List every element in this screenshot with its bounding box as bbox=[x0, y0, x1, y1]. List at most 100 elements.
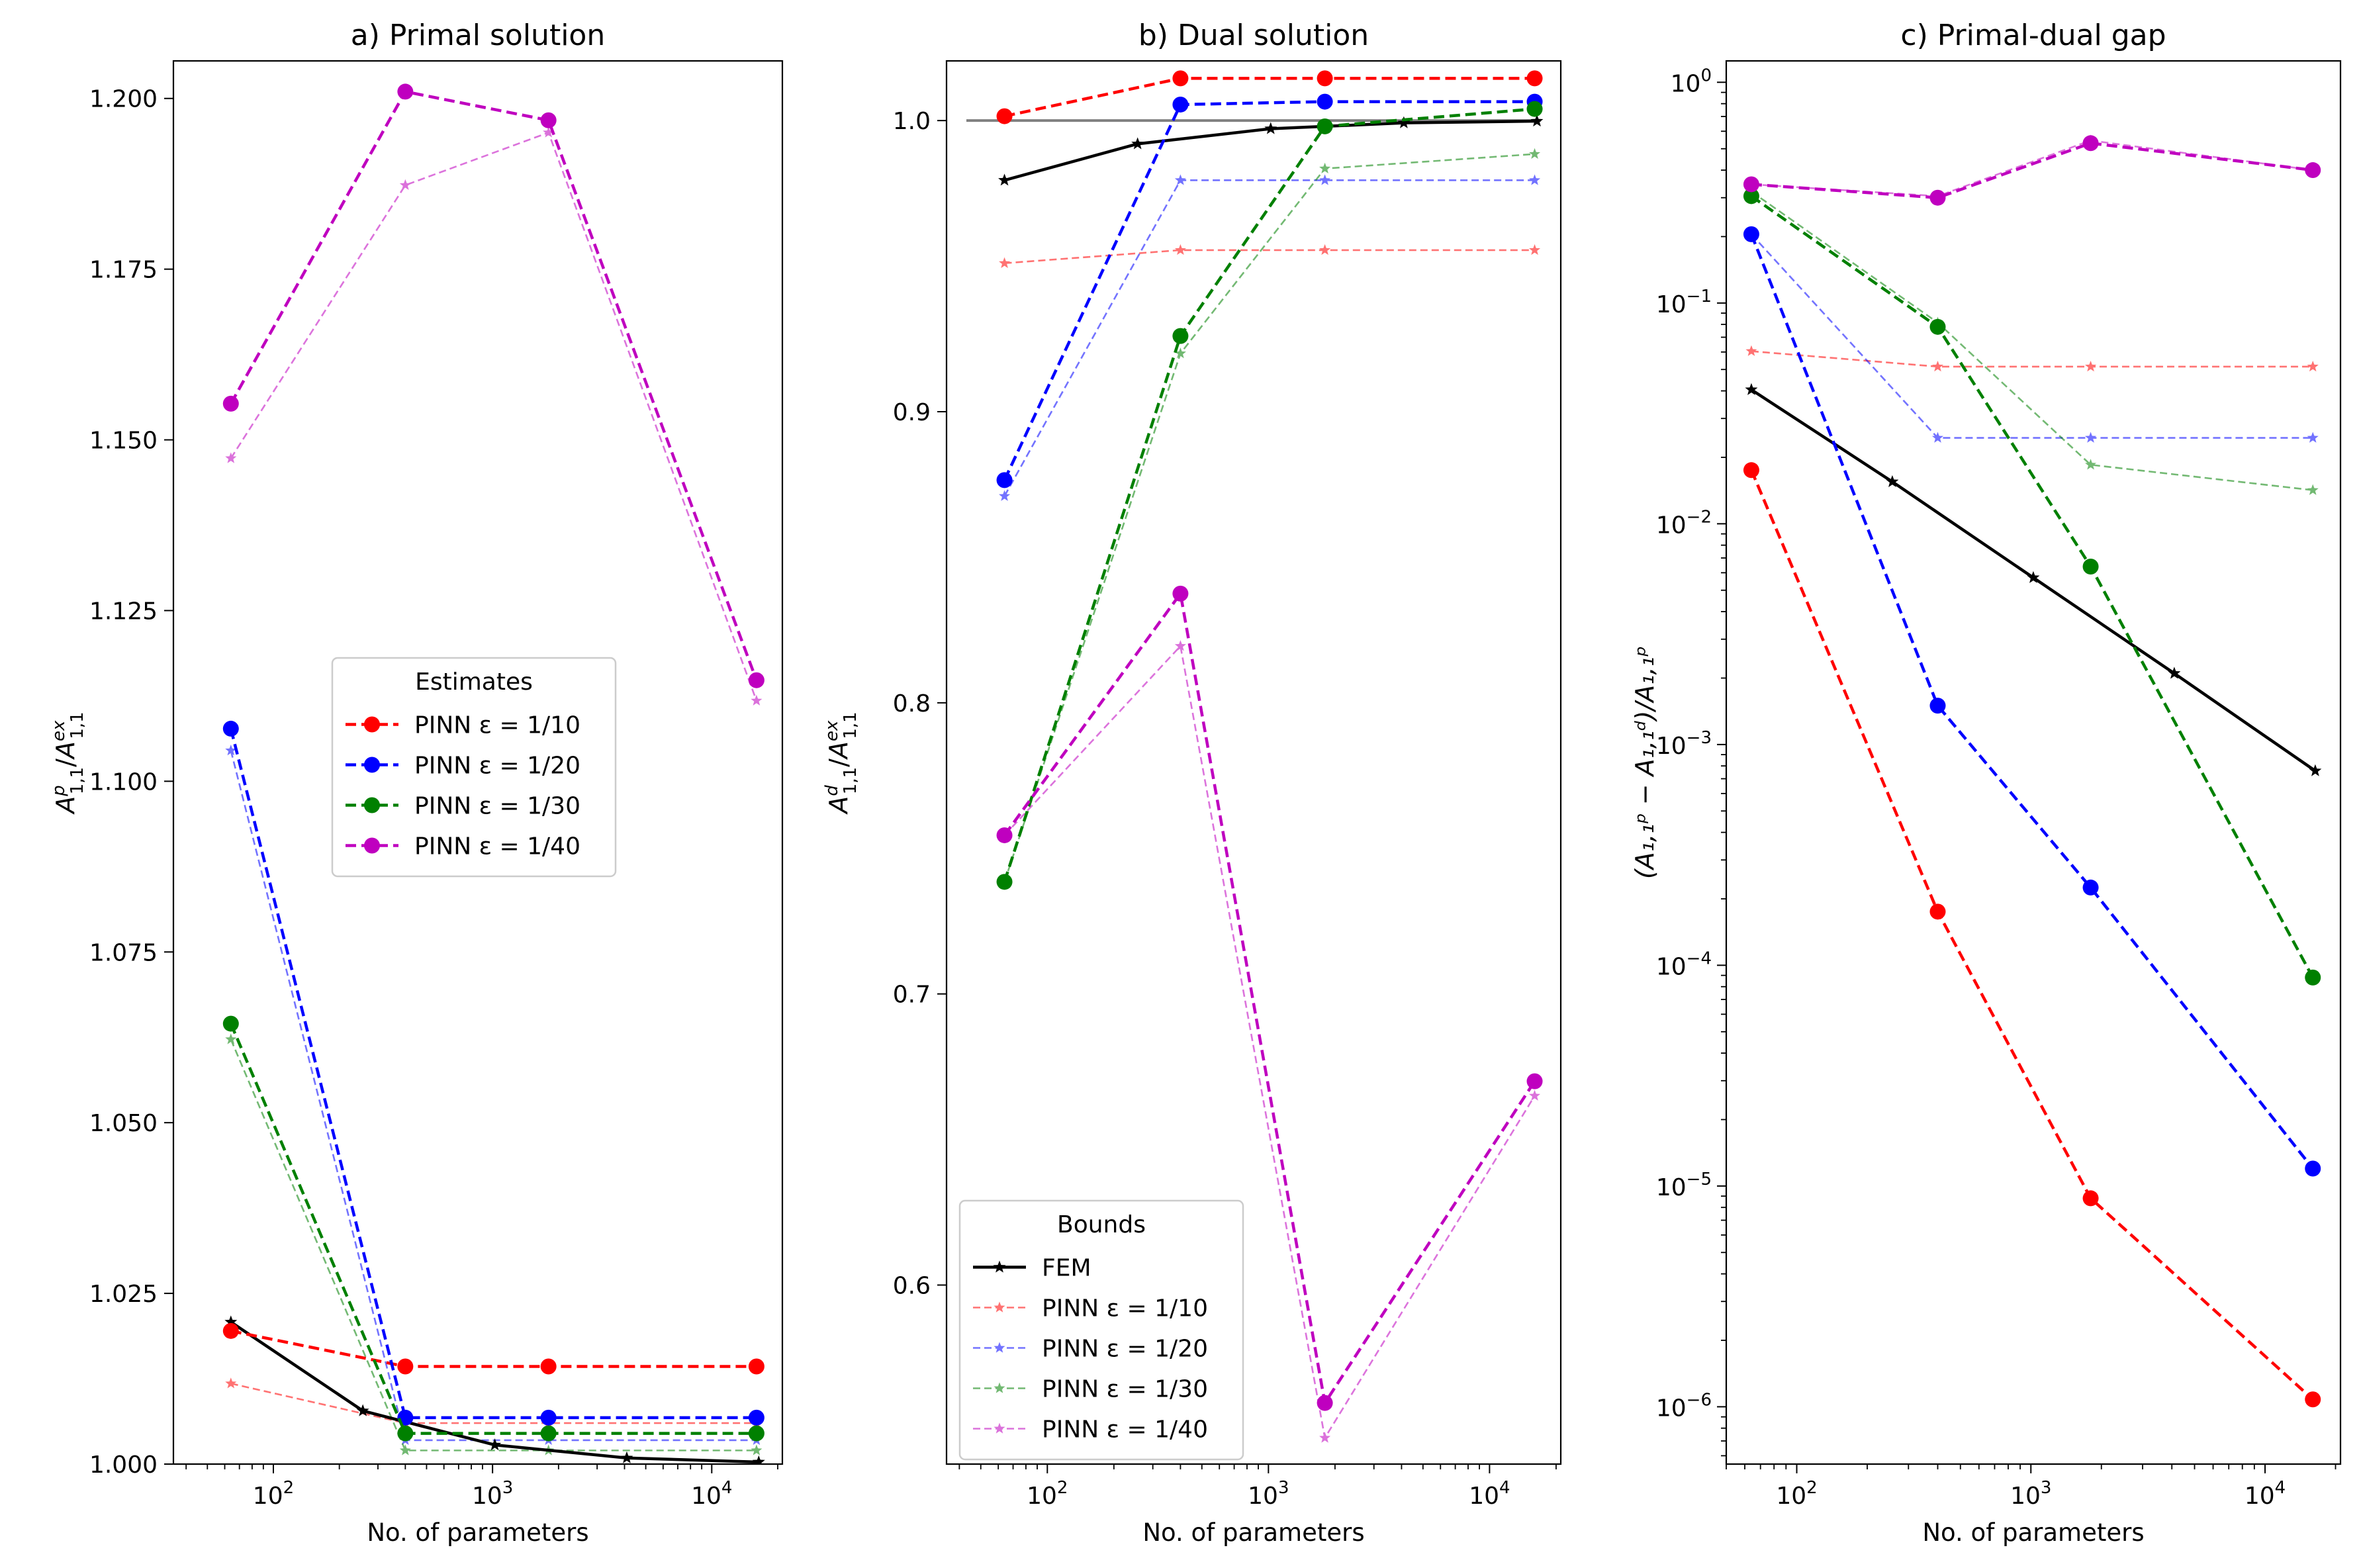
data-point bbox=[1174, 244, 1186, 255]
data-point bbox=[1886, 475, 1899, 487]
data-point bbox=[1745, 345, 1757, 356]
data-point bbox=[2305, 969, 2321, 986]
data-point bbox=[1397, 116, 1411, 128]
axes-frame bbox=[945, 60, 1562, 1465]
y-tick-label: 10−1 bbox=[1656, 287, 1712, 318]
data-point bbox=[222, 720, 239, 737]
x-tick-label: 103 bbox=[472, 1478, 513, 1510]
series-line-pe10 bbox=[1749, 469, 2314, 1401]
series-pe40 bbox=[222, 83, 764, 688]
legend-marker bbox=[993, 1260, 1006, 1273]
series-pe20 bbox=[1743, 226, 2321, 1177]
data-point bbox=[1174, 174, 1186, 185]
data-point bbox=[543, 126, 555, 138]
series-pe30 bbox=[222, 1015, 764, 1442]
legend-box bbox=[958, 1199, 1244, 1461]
data-point bbox=[1317, 1395, 1333, 1411]
data-point bbox=[996, 874, 1013, 890]
legend-marker bbox=[994, 1342, 1005, 1353]
series-pe40 bbox=[1743, 135, 2321, 206]
legend-item-pe20 bbox=[346, 757, 398, 773]
data-point bbox=[996, 827, 1013, 843]
series-pe10 bbox=[996, 70, 1543, 124]
legend-label: PINN ε = 1/10 bbox=[1042, 1295, 1208, 1322]
data-point bbox=[752, 1455, 765, 1464]
data-point bbox=[748, 1425, 764, 1442]
y-tick-label: 1.075 bbox=[89, 939, 158, 966]
x-tick-label: 104 bbox=[1469, 1478, 1510, 1510]
data-point bbox=[2307, 360, 2319, 372]
series-pb20 bbox=[999, 174, 1541, 501]
data-point bbox=[1172, 96, 1189, 113]
data-point bbox=[2307, 432, 2319, 443]
series-line-pb10 bbox=[1004, 249, 1535, 264]
legend-label: PINN ε = 1/40 bbox=[1042, 1416, 1208, 1444]
data-point bbox=[1931, 360, 1944, 372]
data-point bbox=[1929, 903, 1946, 920]
data-point bbox=[1526, 70, 1543, 87]
y-tick-label: 1.175 bbox=[89, 257, 158, 284]
series-fem bbox=[224, 1315, 765, 1464]
data-point bbox=[2082, 558, 2099, 575]
y-tick-label: 1.025 bbox=[89, 1281, 158, 1308]
x-tick-label: 102 bbox=[253, 1478, 294, 1510]
series-line-pe30 bbox=[1750, 195, 2315, 978]
series-line-pb20 bbox=[1003, 179, 1535, 497]
data-point bbox=[397, 1425, 414, 1442]
legend-item-pb30 bbox=[973, 1382, 1026, 1393]
data-point bbox=[1743, 462, 1759, 479]
data-point bbox=[1929, 189, 1946, 206]
legend-item-pb20 bbox=[973, 1342, 1026, 1353]
data-point bbox=[1929, 698, 1946, 714]
chart-title: a) Primal solution bbox=[351, 19, 605, 52]
data-point bbox=[1528, 244, 1541, 255]
chart-panel-1: 102 103 104 1.000 1.025 1.050 1.075 1.100 1.125 1… bbox=[49, 19, 784, 1547]
data-point bbox=[2082, 879, 2099, 896]
data-point bbox=[999, 257, 1011, 268]
data-point bbox=[2309, 764, 2322, 776]
data-point bbox=[222, 395, 239, 412]
y-tick-label: 10−4 bbox=[1656, 948, 1712, 980]
y-tick-label: 100 bbox=[1671, 66, 1712, 97]
legend-item-pe30 bbox=[346, 797, 398, 813]
x-axis-label: No. of parameters bbox=[1922, 1518, 2144, 1547]
legend: Bounds FEM PINN ε = 1/10 PINN ε = 1/20 PINN … bbox=[958, 1199, 1244, 1461]
y-tick-label: 0.7 bbox=[893, 982, 931, 1009]
data-point bbox=[356, 1404, 369, 1416]
data-point bbox=[540, 112, 557, 128]
series-line-pe10 bbox=[1004, 77, 1535, 118]
chart-title: b) Dual solution bbox=[1138, 19, 1369, 52]
legend-label: PINN ε = 1/10 bbox=[414, 712, 580, 739]
data-point bbox=[225, 452, 237, 463]
data-point bbox=[1319, 162, 1331, 174]
data-point bbox=[1172, 70, 1189, 87]
series-line-pb40 bbox=[1003, 645, 1536, 1439]
legend-item-pb10 bbox=[973, 1301, 1026, 1313]
data-point bbox=[225, 1377, 237, 1389]
series-line-pe40 bbox=[1751, 142, 2313, 199]
legend-box bbox=[331, 657, 617, 878]
series-fem bbox=[998, 115, 1544, 186]
series-fem bbox=[1745, 383, 2322, 776]
series-line-pe40 bbox=[229, 90, 758, 681]
y-tick-label: 1.125 bbox=[89, 598, 158, 625]
data-point bbox=[999, 490, 1011, 501]
series-line-pb30 bbox=[230, 1038, 757, 1452]
series-pe10 bbox=[1743, 462, 2321, 1408]
data-point bbox=[1528, 174, 1541, 185]
data-point bbox=[1745, 383, 1758, 395]
data-point bbox=[2085, 360, 2097, 372]
legend: Estimates PINN ε = 1/10 PINN ε = 1/20 PINN … bbox=[331, 657, 617, 878]
series-pb10 bbox=[999, 244, 1541, 268]
data-point bbox=[1526, 1073, 1543, 1089]
data-point bbox=[1528, 1089, 1541, 1101]
data-point bbox=[1319, 174, 1331, 185]
x-tick-label: 103 bbox=[2010, 1478, 2051, 1510]
data-point bbox=[399, 1444, 411, 1455]
data-point bbox=[540, 1358, 557, 1375]
series-line-pb40 bbox=[230, 132, 758, 702]
data-point bbox=[1743, 188, 1759, 205]
data-point bbox=[399, 179, 411, 191]
data-point bbox=[2085, 432, 2097, 443]
